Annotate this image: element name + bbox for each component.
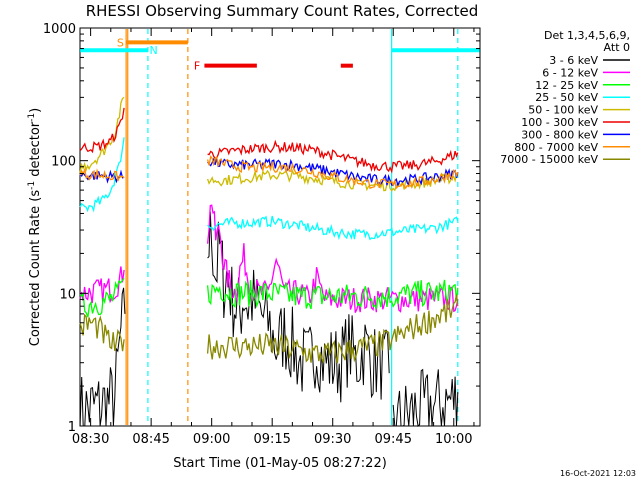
x-axis-label: Start Time (01-May-05 08:27:22) xyxy=(173,456,387,471)
legend-entry-label-5: 100 - 300 keV xyxy=(521,116,598,129)
legend-header-line2: Att 0 xyxy=(604,41,630,54)
x-tick-label-2: 09:00 xyxy=(193,432,230,447)
series-5-segment-1 xyxy=(207,139,459,174)
legend-entry-label-3: 25 - 50 keV xyxy=(535,91,598,104)
y-tick-label-1: 10 xyxy=(59,287,76,302)
x-tick-label-4: 09:30 xyxy=(314,432,351,447)
flag-label-1: N xyxy=(150,44,158,57)
legend-entry-label-6: 300 - 800 keV xyxy=(521,128,598,141)
series-7-segment-0 xyxy=(79,167,125,182)
legend-entry-label-0: 3 - 6 keV xyxy=(549,54,598,67)
legend-entry-label-1: 6 - 12 keV xyxy=(542,66,598,79)
series-0-segment-2 xyxy=(392,368,459,428)
x-tick-label-5: 09:45 xyxy=(375,432,412,447)
series-7-segment-1 xyxy=(206,155,459,190)
chart-title: RHESSI Observing Summary Count Rates, Co… xyxy=(86,2,479,20)
x-tick-label-3: 09:15 xyxy=(253,432,290,447)
legend-entry-label-2: 12 - 25 keV xyxy=(535,79,598,92)
y-label-part3: ) xyxy=(28,108,43,113)
y-label-exp1: -1 xyxy=(27,181,37,190)
y-label-part2: detector xyxy=(28,121,43,181)
y-tick-label-2: 100 xyxy=(51,155,76,170)
series-layer xyxy=(79,96,459,428)
vertical-markers xyxy=(125,29,459,425)
series-1-segment-0 xyxy=(79,266,125,304)
series-8-segment-0 xyxy=(79,313,125,352)
x-tick-label-6: 10:00 xyxy=(435,432,472,447)
series-6-segment-1 xyxy=(207,157,459,188)
legend-entry-label-4: 50 - 100 keV xyxy=(528,104,598,117)
timestamp: 16-Oct-2021 12:03 xyxy=(560,469,636,478)
legend-entry-label-7: 800 - 7000 keV xyxy=(514,141,598,154)
plot-frame xyxy=(79,27,481,427)
y-label-exp2: -1 xyxy=(27,113,37,122)
series-3-segment-1 xyxy=(207,215,459,241)
legend-entry-label-8: 7000 - 15000 keV xyxy=(500,153,598,166)
series-2-segment-1 xyxy=(206,279,459,311)
flag-label-0: S xyxy=(117,36,124,49)
y-tick-label-0: 1 xyxy=(68,420,76,435)
y-axis-label: Corrected Count Rate (s-1 detector-1) xyxy=(27,108,43,346)
flag-label-3: F xyxy=(194,60,200,73)
series-8-segment-1 xyxy=(206,294,459,364)
x-tick-label-1: 08:45 xyxy=(132,432,169,447)
y-label-part1: Corrected Count Rate (s xyxy=(28,190,43,347)
axes-ticks: 08:30 08:45 09:00 09:15 09:30 09:45 10:00 1 10 10… xyxy=(43,22,480,447)
flag-bars: S N F xyxy=(80,36,480,73)
x-tick-label-0: 08:30 xyxy=(72,432,109,447)
series-6-segment-0 xyxy=(79,169,125,184)
series-5-segment-0 xyxy=(79,107,125,154)
y-tick-label-3: 1000 xyxy=(43,22,76,37)
legend-header-line1: Det 1,3,4,5,6,9, xyxy=(544,29,630,42)
series-2-segment-0 xyxy=(79,277,125,318)
series-4-segment-0 xyxy=(79,96,125,173)
series-0-segment-1 xyxy=(207,211,390,403)
series-0-segment-0 xyxy=(79,287,126,427)
